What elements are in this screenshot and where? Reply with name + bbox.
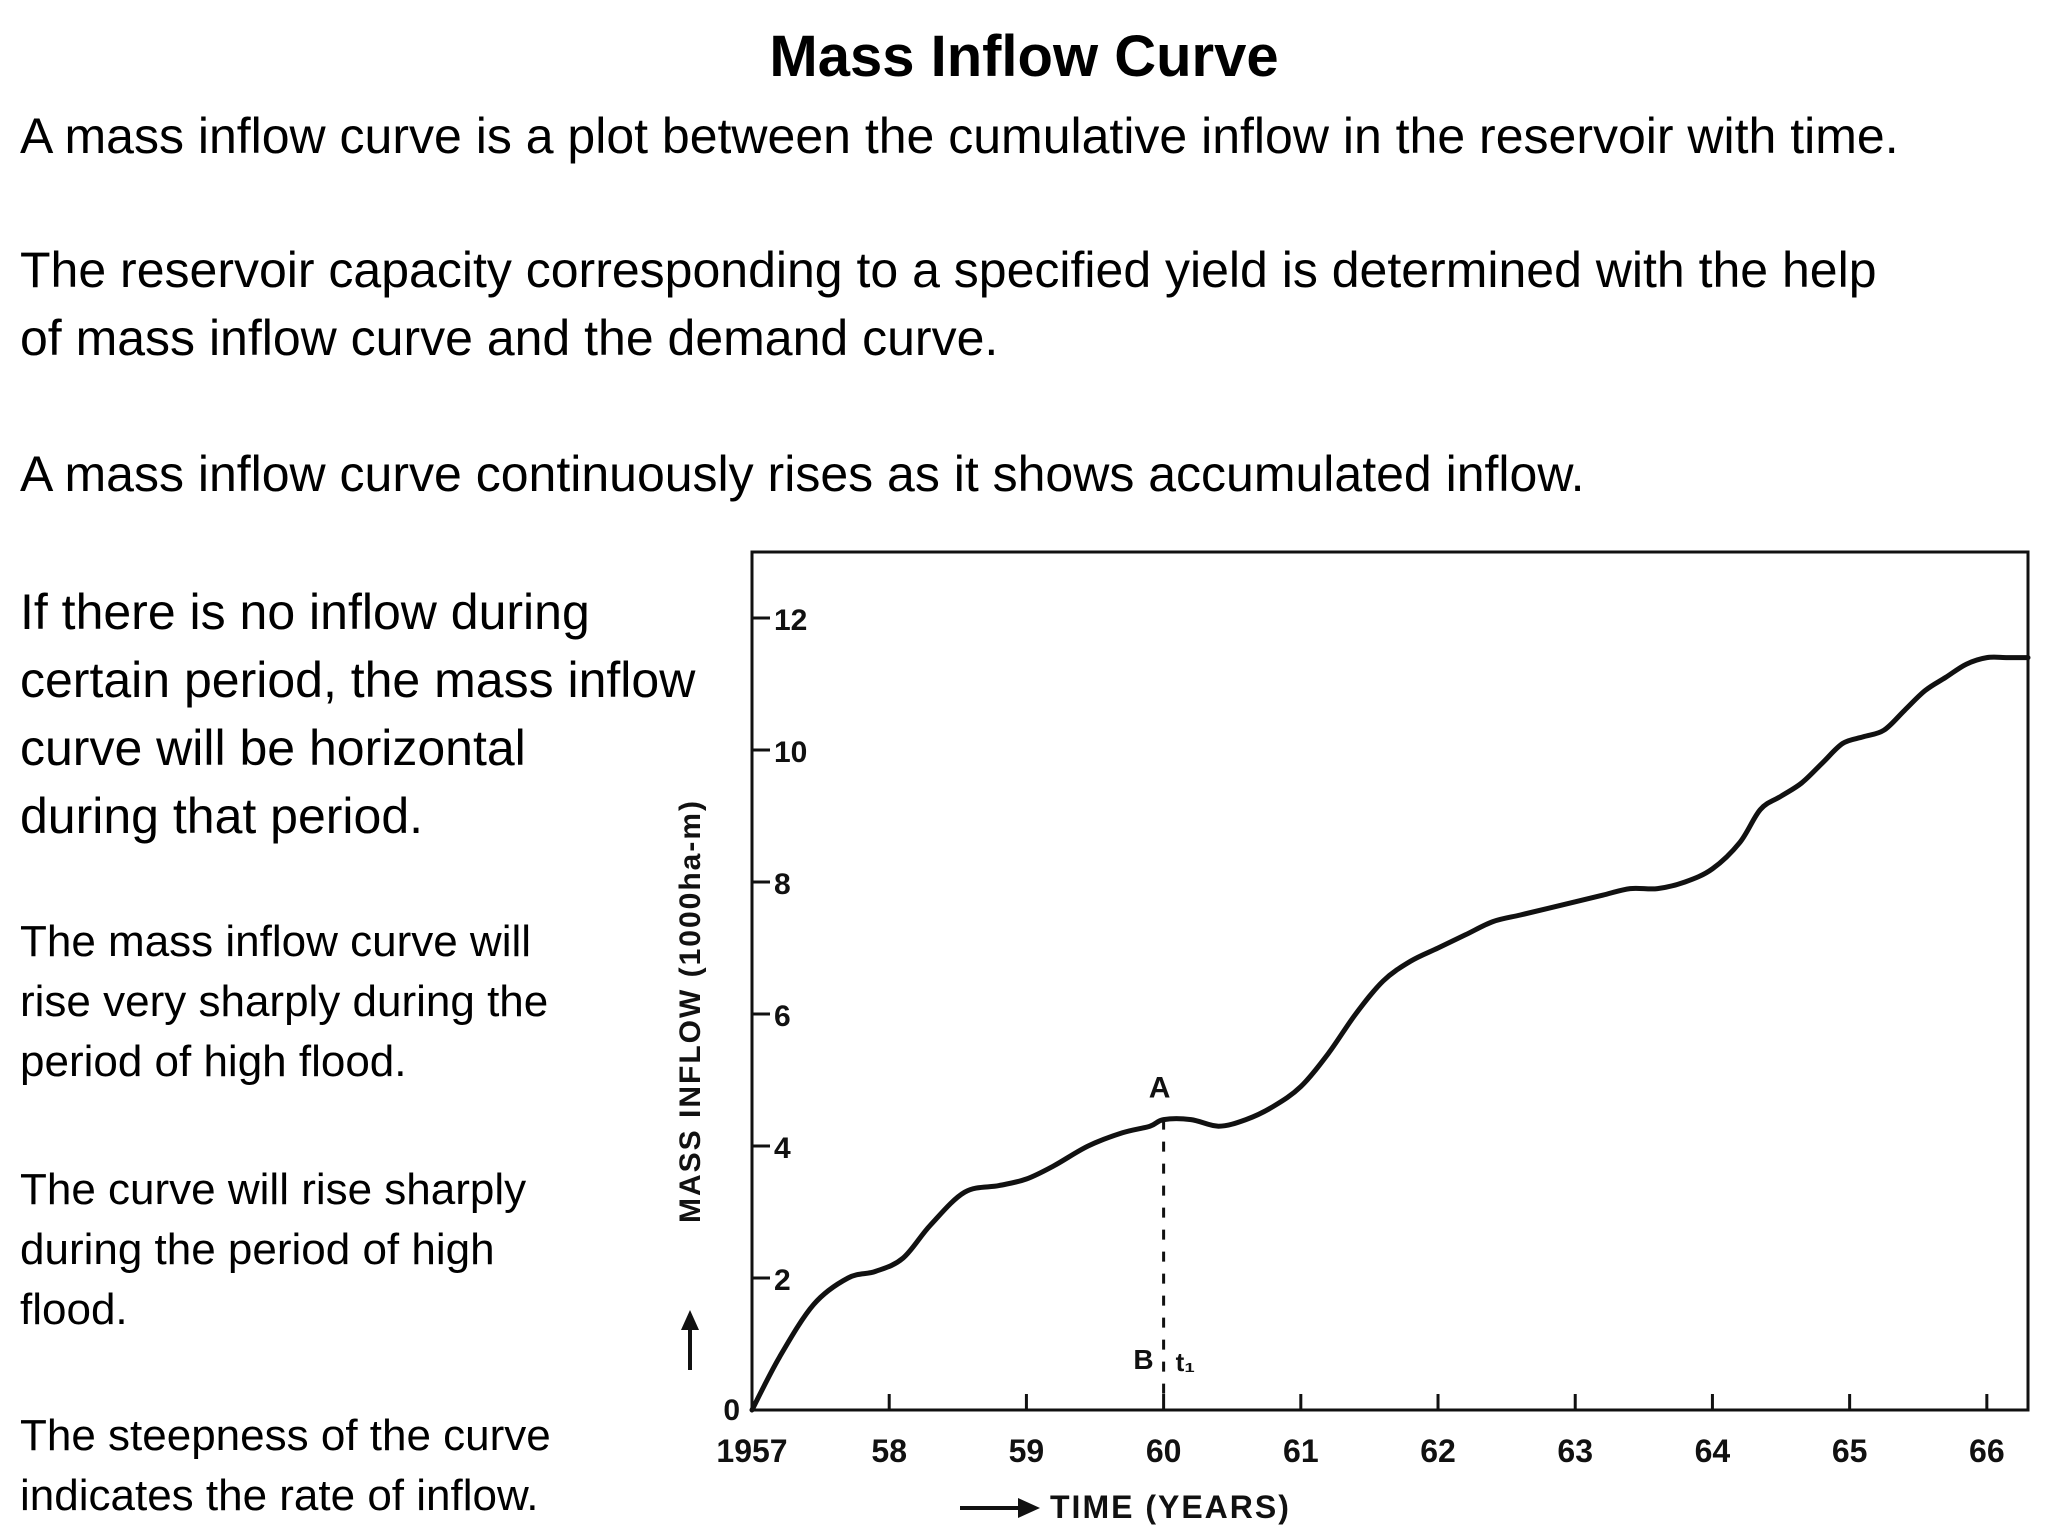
side-note-line: flood. — [20, 1285, 128, 1334]
x-axis-label: TIME (YEARS) — [1050, 1489, 1291, 1525]
side-note-steepness: The steepness of the curve indicates the… — [20, 1406, 551, 1526]
x-tick-label: 59 — [1009, 1433, 1045, 1469]
point-label-t1: t₁ — [1176, 1347, 1195, 1377]
mass-inflow-chart: 0 2 4 6 8 10 12 1957 58 59 60 61 62 63 64 65 66 TIME (YEA… — [674, 550, 2031, 1525]
side-note-line: period of high flood. — [20, 1037, 407, 1086]
intro-paragraph-3: A mass inflow curve continuously rises a… — [20, 446, 1585, 502]
x-tick-label: 66 — [1969, 1433, 2005, 1469]
y-axis-label: MASS INFLOW (1000ha-m) — [674, 799, 707, 1223]
side-note-line: The steepness of the curve — [20, 1411, 551, 1460]
y-tick-label: 10 — [774, 736, 807, 769]
point-label-b: B — [1133, 1344, 1153, 1375]
y-tick-label: 8 — [774, 868, 791, 901]
x-tick-label: 62 — [1420, 1433, 1456, 1469]
x-tick-label: 1957 — [716, 1433, 787, 1469]
intro-paragraph-2-line-2: of mass inflow curve and the demand curv… — [20, 310, 999, 366]
y-tick-label: 0 — [723, 1394, 740, 1427]
intro-paragraph-2-line-1: The reservoir capacity corresponding to … — [20, 242, 1877, 298]
side-note-line: If there is no inflow during — [20, 584, 590, 640]
side-note-line: The mass inflow curve will — [20, 917, 532, 966]
y-tick-label: 2 — [774, 1264, 791, 1297]
y-tick-label: 12 — [774, 604, 807, 637]
mass-inflow-curve-line — [749, 654, 2031, 1413]
plot-frame — [750, 550, 2030, 1412]
side-note-line: rise very sharply during the — [20, 977, 549, 1026]
x-tick-label: 61 — [1283, 1433, 1319, 1469]
y-tick-label: 6 — [774, 1000, 791, 1033]
x-tick-label: 64 — [1695, 1433, 1731, 1469]
y-tick-label: 4 — [774, 1132, 791, 1165]
side-note-line: The curve will rise sharply — [20, 1165, 527, 1214]
page-title: Mass Inflow Curve — [769, 24, 1279, 89]
x-axis-arrow-head — [1018, 1498, 1040, 1518]
side-note-line: curve will be horizontal — [20, 720, 526, 776]
side-note-line: certain period, the mass inflow — [20, 652, 696, 708]
side-note-no-inflow: If there is no inflow during certain per… — [20, 578, 695, 850]
point-label-a: A — [1149, 1072, 1171, 1105]
side-note-high-flood-2: The curve will rise sharply during the p… — [20, 1160, 526, 1340]
side-note-line: during the period of high — [20, 1225, 495, 1274]
intro-paragraph-1: A mass inflow curve is a plot between th… — [20, 108, 1899, 164]
x-tick-label: 65 — [1832, 1433, 1868, 1469]
y-axis-arrow-head — [681, 1310, 699, 1330]
side-note-line: during that period. — [20, 788, 424, 844]
x-tick-label: 63 — [1557, 1433, 1593, 1469]
x-tick-label: 60 — [1146, 1433, 1182, 1469]
side-note-line: indicates the rate of inflow. — [20, 1471, 539, 1520]
x-tick-label: 58 — [871, 1433, 907, 1469]
side-note-high-flood-1: The mass inflow curve will rise very sha… — [20, 912, 548, 1092]
